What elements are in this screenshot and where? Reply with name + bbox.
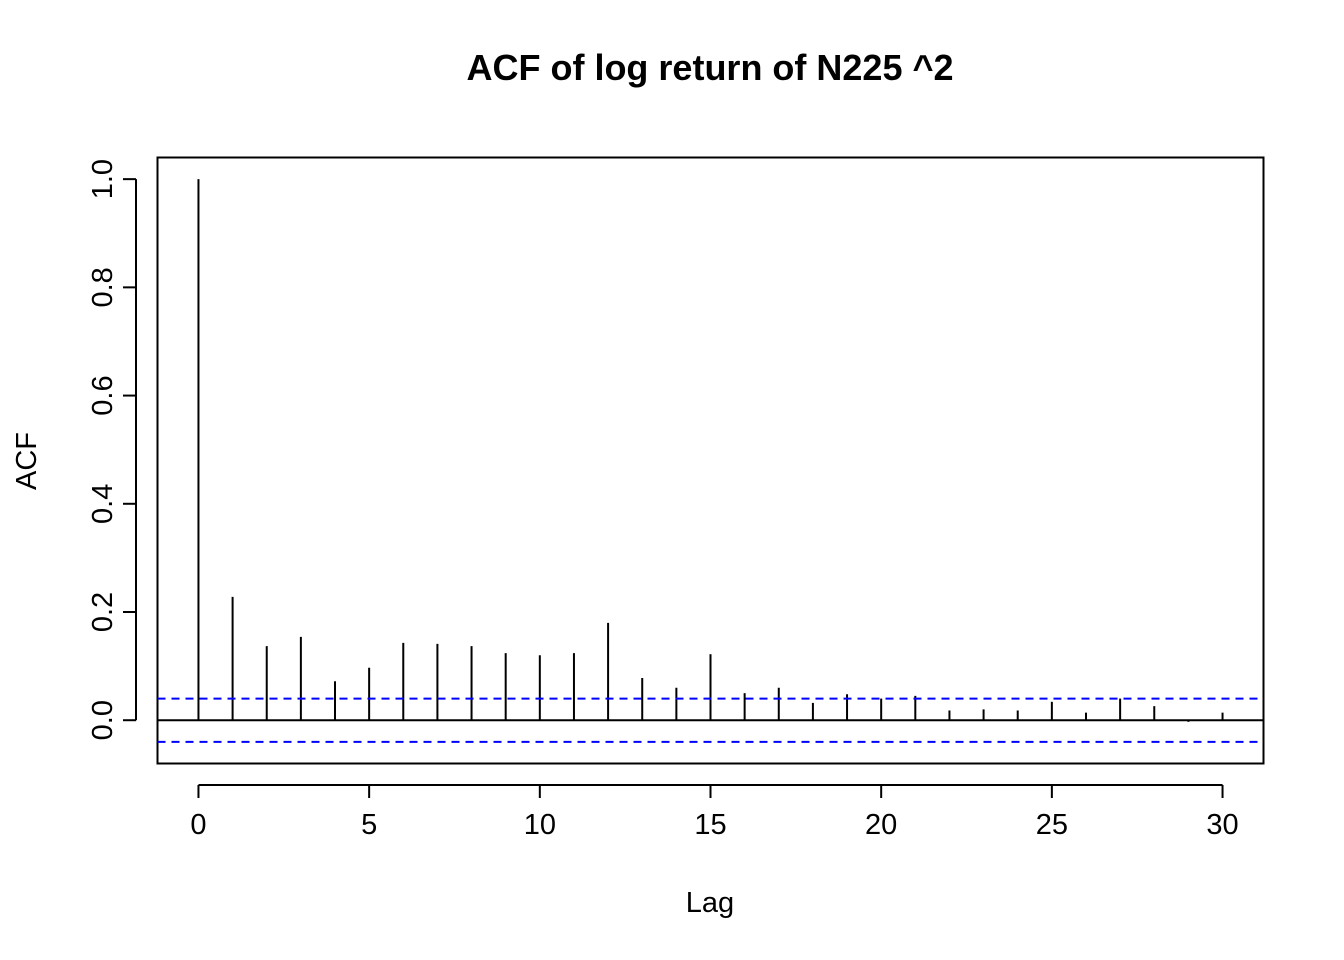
acf-bars xyxy=(197,179,1224,722)
y-axis-label: ACF xyxy=(11,432,43,490)
x-tick-label: 5 xyxy=(361,809,377,841)
y-tick-label: 0.8 xyxy=(87,267,119,307)
confidence-lines xyxy=(157,697,1264,743)
x-tick-label: 20 xyxy=(865,809,897,841)
y-axis: 0.0 0.2 0.4 0.6 0.8 1.0 xyxy=(87,159,137,740)
y-tick-label: 0.4 xyxy=(87,484,119,524)
x-tick-label: 25 xyxy=(1036,809,1068,841)
chart-title: ACF of log return of N225 ^2 xyxy=(466,47,953,88)
y-tick-label: 0.0 xyxy=(87,700,119,740)
y-tick-label: 0.2 xyxy=(87,592,119,632)
y-tick-label: 0.6 xyxy=(87,375,119,415)
x-tick-label: 10 xyxy=(524,809,556,841)
plot-frame xyxy=(156,156,1265,765)
x-tick-label: 30 xyxy=(1206,809,1238,841)
x-tick-label: 15 xyxy=(694,809,726,841)
x-tick-label: 0 xyxy=(190,809,206,841)
y-tick-label: 1.0 xyxy=(87,159,119,199)
x-axis: 0 5 10 15 20 25 30 xyxy=(190,784,1239,841)
x-axis-label: Lag xyxy=(686,887,734,919)
